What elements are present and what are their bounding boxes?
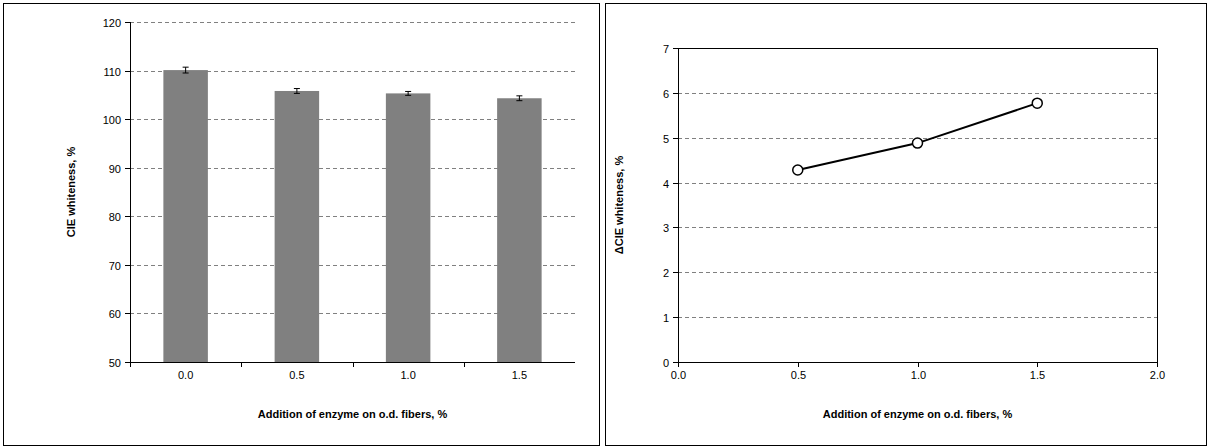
- y-tick-label: 6: [663, 88, 669, 100]
- y-tick-label: 70: [109, 260, 121, 272]
- error-stem: [185, 67, 186, 73]
- x-axis: [130, 362, 575, 363]
- y-tick-label: 90: [109, 163, 121, 175]
- y-tick-label: 50: [109, 357, 121, 369]
- plot-marks: [163, 67, 541, 362]
- y-tick-label: 80: [109, 211, 121, 223]
- error-stem: [408, 91, 409, 95]
- x-tick-label: 1.0: [400, 369, 415, 381]
- x-tick: [1157, 362, 1158, 367]
- y-tick: [125, 362, 130, 363]
- y-tick: [673, 138, 678, 139]
- y-axis: [678, 48, 679, 362]
- marker-circle: [1032, 98, 1042, 108]
- error-cap: [294, 93, 300, 94]
- x-tick-label: 2.0: [1150, 369, 1165, 381]
- error-stem: [296, 89, 297, 94]
- grid-line: [678, 183, 1157, 184]
- y-tick-label: 100: [103, 114, 121, 126]
- y-tick-label: 2: [663, 267, 669, 279]
- x-tick-label: 0.5: [791, 369, 806, 381]
- grid-line: [130, 22, 575, 23]
- y-tick-label: 110: [103, 66, 121, 78]
- y-tick-label: 7: [663, 43, 669, 55]
- grid-line: [678, 93, 1157, 94]
- x-tick-label: 0.0: [178, 369, 193, 381]
- y-tick-label: 4: [663, 178, 669, 190]
- marker-circle: [913, 138, 923, 148]
- x-tick-label: 1.5: [512, 369, 527, 381]
- y-tick: [673, 272, 678, 273]
- y-tick-label: 1: [663, 312, 669, 324]
- panel-frame: [606, 4, 1207, 446]
- y-tick: [673, 317, 678, 318]
- marker-circle: [793, 165, 803, 175]
- grid-line: [678, 48, 1157, 49]
- error-bar: [405, 91, 411, 95]
- error-cap: [405, 91, 411, 92]
- x-tick-label: 1.0: [911, 369, 926, 381]
- y-tick: [673, 93, 678, 94]
- x-tick-label: 0.0: [671, 369, 686, 381]
- x-axis: [678, 362, 1157, 363]
- y-tick-label: 60: [109, 308, 121, 320]
- y-tick: [125, 22, 130, 23]
- y-tick-label: 0: [663, 357, 669, 369]
- error-cap: [516, 95, 522, 96]
- error-cap: [516, 100, 522, 101]
- y-tick: [673, 48, 678, 49]
- error-cap: [183, 73, 189, 74]
- bar: [386, 93, 431, 362]
- y-tick: [673, 227, 678, 228]
- bar: [163, 70, 208, 362]
- x-tick-label: 0.5: [289, 369, 304, 381]
- error-bar: [516, 96, 522, 101]
- bar: [497, 98, 542, 362]
- y-tick: [673, 362, 678, 363]
- y-axis: [130, 22, 131, 362]
- y-axis-label: ΔCIE whiteness, %: [613, 156, 625, 255]
- y-tick-label: 3: [663, 222, 669, 234]
- y-tick: [125, 71, 130, 72]
- grid-line: [678, 272, 1157, 273]
- x-axis-label: Addition of enzyme on o.d. fibers, %: [823, 408, 1013, 420]
- plot-frame: [1157, 48, 1158, 362]
- error-cap: [405, 95, 411, 96]
- y-tick-label: 5: [663, 133, 669, 145]
- y-tick: [125, 265, 130, 266]
- error-bar: [294, 89, 300, 94]
- bar: [275, 91, 320, 362]
- x-tick-label: 1.5: [1030, 369, 1045, 381]
- x-axis-label: Addition of enzyme on o.d. fibers, %: [258, 408, 448, 420]
- y-axis-label: CIE whiteness, %: [65, 147, 77, 238]
- y-tick: [125, 168, 130, 169]
- panel-frame: [4, 4, 600, 446]
- grid-line: [678, 317, 1157, 318]
- y-tick: [125, 119, 130, 120]
- error-cap: [183, 67, 189, 68]
- y-tick: [673, 183, 678, 184]
- error-bar: [183, 67, 189, 73]
- y-tick: [125, 216, 130, 217]
- y-tick-label: 120: [103, 17, 121, 29]
- plot-frame: [678, 48, 1157, 49]
- y-tick: [125, 313, 130, 314]
- error-stem: [519, 96, 520, 101]
- error-cap: [294, 88, 300, 89]
- line: [798, 103, 1038, 170]
- grid-line: [678, 227, 1157, 228]
- plot-marks: [793, 98, 1043, 175]
